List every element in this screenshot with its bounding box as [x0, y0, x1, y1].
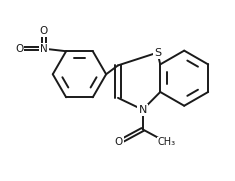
Text: N: N: [138, 105, 147, 115]
Text: O: O: [15, 44, 23, 54]
Text: O: O: [40, 26, 48, 36]
Text: CH₃: CH₃: [157, 137, 176, 147]
Text: N: N: [40, 44, 48, 54]
Text: S: S: [154, 48, 161, 58]
Text: O: O: [115, 137, 123, 147]
